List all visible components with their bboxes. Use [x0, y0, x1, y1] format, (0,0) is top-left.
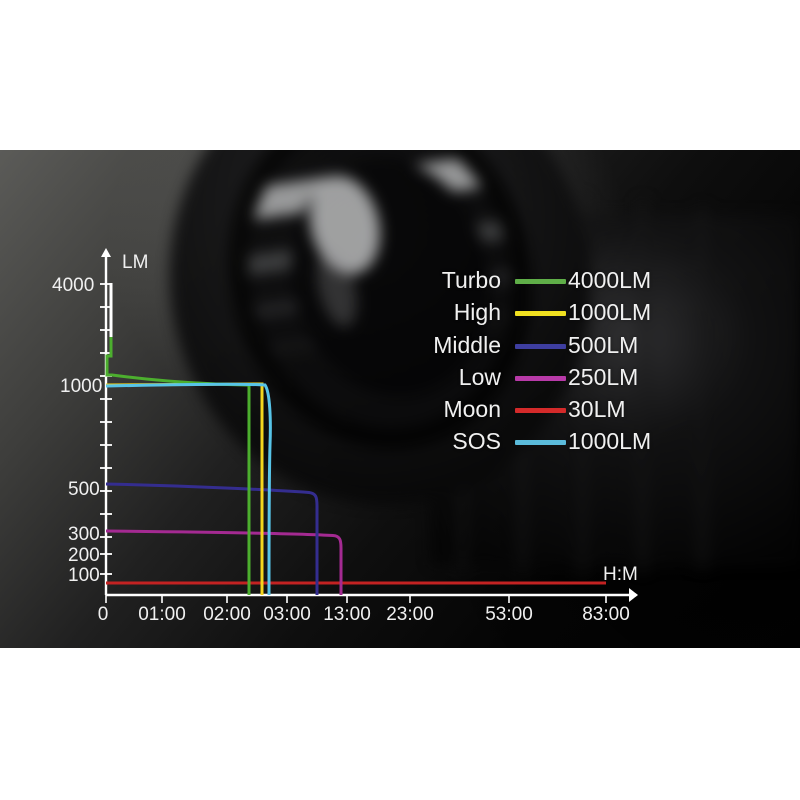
svg-text:H:M: H:M: [603, 564, 638, 585]
svg-text:200: 200: [68, 545, 100, 566]
svg-text:300: 300: [68, 524, 100, 545]
svg-text:01:00: 01:00: [138, 604, 186, 625]
svg-text:1000: 1000: [60, 376, 102, 397]
svg-text:53:00: 53:00: [485, 604, 533, 625]
svg-text:0: 0: [98, 604, 109, 625]
svg-text:100: 100: [68, 565, 100, 586]
svg-text:13:00: 13:00: [323, 604, 371, 625]
svg-text:500: 500: [68, 479, 100, 500]
svg-text:4000: 4000: [52, 275, 94, 296]
svg-text:02:00: 02:00: [203, 604, 251, 625]
svg-text:83:00: 83:00: [582, 604, 630, 625]
svg-text:23:00: 23:00: [386, 604, 434, 625]
svg-text:LM: LM: [122, 252, 148, 273]
svg-text:03:00: 03:00: [263, 604, 311, 625]
